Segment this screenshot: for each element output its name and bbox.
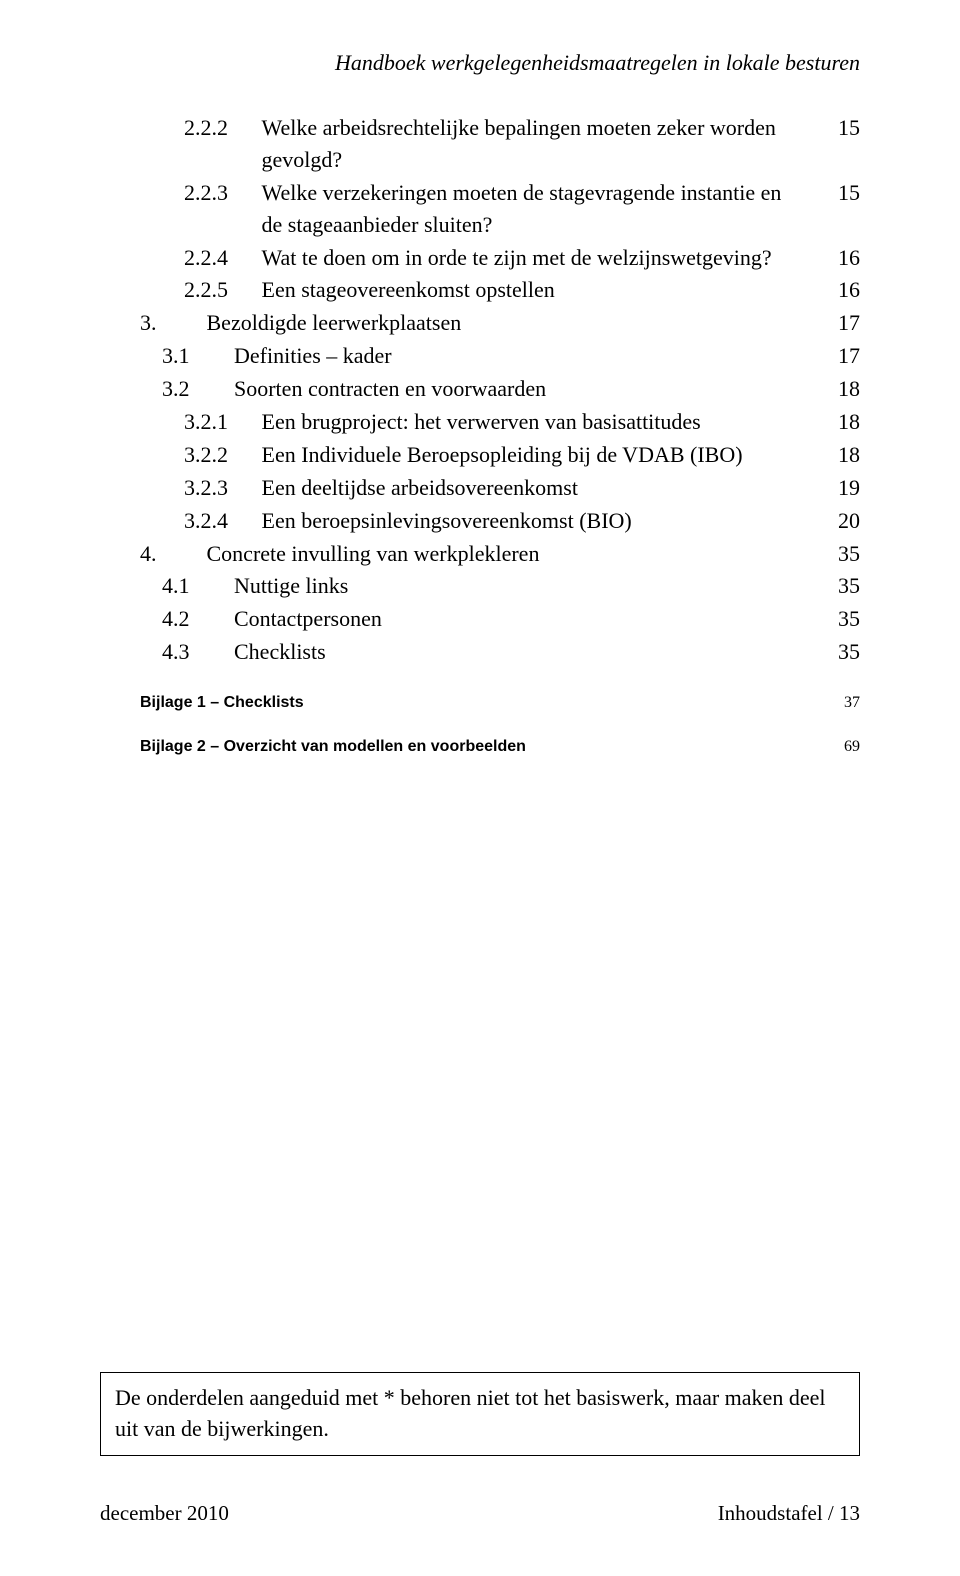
toc-row: 2.2.4 Wat te doen om in orde te zijn met…	[140, 242, 860, 274]
appendix-row: Bijlage 1 – Checklists37	[140, 694, 860, 712]
toc-row: 4.3 Checklists35	[140, 636, 860, 668]
page-footer: december 2010 Inhoudstafel / 13	[100, 1501, 860, 1526]
toc-row: 3.2.4 Een beroepsinlevingsovereenkomst (…	[140, 505, 860, 537]
notice-box: De onderdelen aangeduid met * behoren ni…	[100, 1372, 860, 1456]
toc-page: 18	[816, 406, 860, 438]
toc-page: 18	[816, 439, 860, 471]
toc-title: Nuttige links	[234, 570, 816, 602]
toc-title: Welke arbeidsrechtelijke bepalingen moet…	[262, 112, 817, 176]
toc-page: 35	[816, 636, 860, 668]
toc-title: Een brugproject: het verwerven van basis…	[262, 406, 817, 438]
toc-number: 3.	[140, 307, 207, 339]
toc-title: Definities – kader	[234, 340, 816, 372]
appendix-title: Bijlage 1 – Checklists	[140, 694, 816, 712]
appendix-row: Bijlage 2 – Overzicht van modellen en vo…	[140, 738, 860, 756]
toc-number: 3.2.4	[140, 505, 262, 537]
toc-page: 18	[816, 373, 860, 405]
toc-row: 3. Bezoldigde leerwerkplaatsen17	[140, 307, 860, 339]
toc-number: 2.2.2	[140, 112, 262, 144]
toc-number: 4.2	[140, 603, 234, 635]
toc-row: 4.1 Nuttige links35	[140, 570, 860, 602]
appendix-page: 37	[816, 694, 860, 712]
footer-section: Inhoudstafel / 13	[718, 1501, 860, 1526]
toc-title: Bezoldigde leerwerkplaatsen	[207, 307, 817, 339]
toc-page: 17	[816, 307, 860, 339]
toc-number: 3.1	[140, 340, 234, 372]
toc-page: 35	[816, 570, 860, 602]
toc-page: 35	[816, 538, 860, 570]
toc-row: 2.2.5 Een stageovereenkomst opstellen16	[140, 274, 860, 306]
toc-page: 15	[816, 177, 860, 209]
toc-number: 3.2.1	[140, 406, 262, 438]
page: Handboek werkgelegenheidsmaatregelen in …	[0, 0, 960, 1576]
toc-title: Contactpersonen	[234, 603, 816, 635]
toc-title: Een beroepsinlevingsovereenkomst (BIO)	[262, 505, 817, 537]
appendix-title: Bijlage 2 – Overzicht van modellen en vo…	[140, 738, 816, 756]
toc-row: 3.2.1 Een brugproject: het verwerven van…	[140, 406, 860, 438]
toc-number: 2.2.3	[140, 177, 262, 209]
toc-title: Een stageovereenkomst opstellen	[262, 274, 817, 306]
table-of-contents: 2.2.2 Welke arbeidsrechtelijke bepalinge…	[140, 112, 860, 668]
toc-title: Een Individuele Beroepsopleiding bij de …	[262, 439, 817, 471]
toc-title: Concrete invulling van werkplekleren	[207, 538, 817, 570]
toc-title: Checklists	[234, 636, 816, 668]
toc-number: 3.2.2	[140, 439, 262, 471]
toc-title: Wat te doen om in orde te zijn met de we…	[262, 242, 817, 274]
running-head: Handboek werkgelegenheidsmaatregelen in …	[140, 50, 860, 76]
toc-page: 17	[816, 340, 860, 372]
toc-row: 2.2.3 Welke verzekeringen moeten de stag…	[140, 177, 860, 241]
toc-page: 15	[816, 112, 860, 144]
toc-title: Een deeltijdse arbeidsovereenkomst	[262, 472, 817, 504]
footer-date: december 2010	[100, 1501, 229, 1526]
toc-row: 2.2.2 Welke arbeidsrechtelijke bepalinge…	[140, 112, 860, 176]
toc-row: 3.1 Definities – kader17	[140, 340, 860, 372]
toc-page: 16	[816, 242, 860, 274]
appendix-list: Bijlage 1 – Checklists37 Bijlage 2 – Over…	[140, 694, 860, 756]
toc-title: Welke verzekeringen moeten de stagevrage…	[262, 177, 817, 241]
toc-number: 4.3	[140, 636, 234, 668]
toc-page: 35	[816, 603, 860, 635]
toc-number: 3.2	[140, 373, 234, 405]
appendix-page: 69	[816, 738, 860, 756]
toc-number: 3.2.3	[140, 472, 262, 504]
toc-row: 3.2.3 Een deeltijdse arbeidsovereenkomst…	[140, 472, 860, 504]
toc-page: 16	[816, 274, 860, 306]
toc-number: 2.2.5	[140, 274, 262, 306]
toc-title: Soorten contracten en voorwaarden	[234, 373, 816, 405]
toc-number: 2.2.4	[140, 242, 262, 274]
toc-row: 3.2.2 Een Individuele Beroepsopleiding b…	[140, 439, 860, 471]
toc-number: 4.	[140, 538, 207, 570]
toc-row: 4. Concrete invulling van werkplekleren3…	[140, 538, 860, 570]
toc-row: 4.2 Contactpersonen35	[140, 603, 860, 635]
toc-page: 20	[816, 505, 860, 537]
toc-number: 4.1	[140, 570, 234, 602]
toc-row: 3.2 Soorten contracten en voorwaarden18	[140, 373, 860, 405]
toc-page: 19	[816, 472, 860, 504]
